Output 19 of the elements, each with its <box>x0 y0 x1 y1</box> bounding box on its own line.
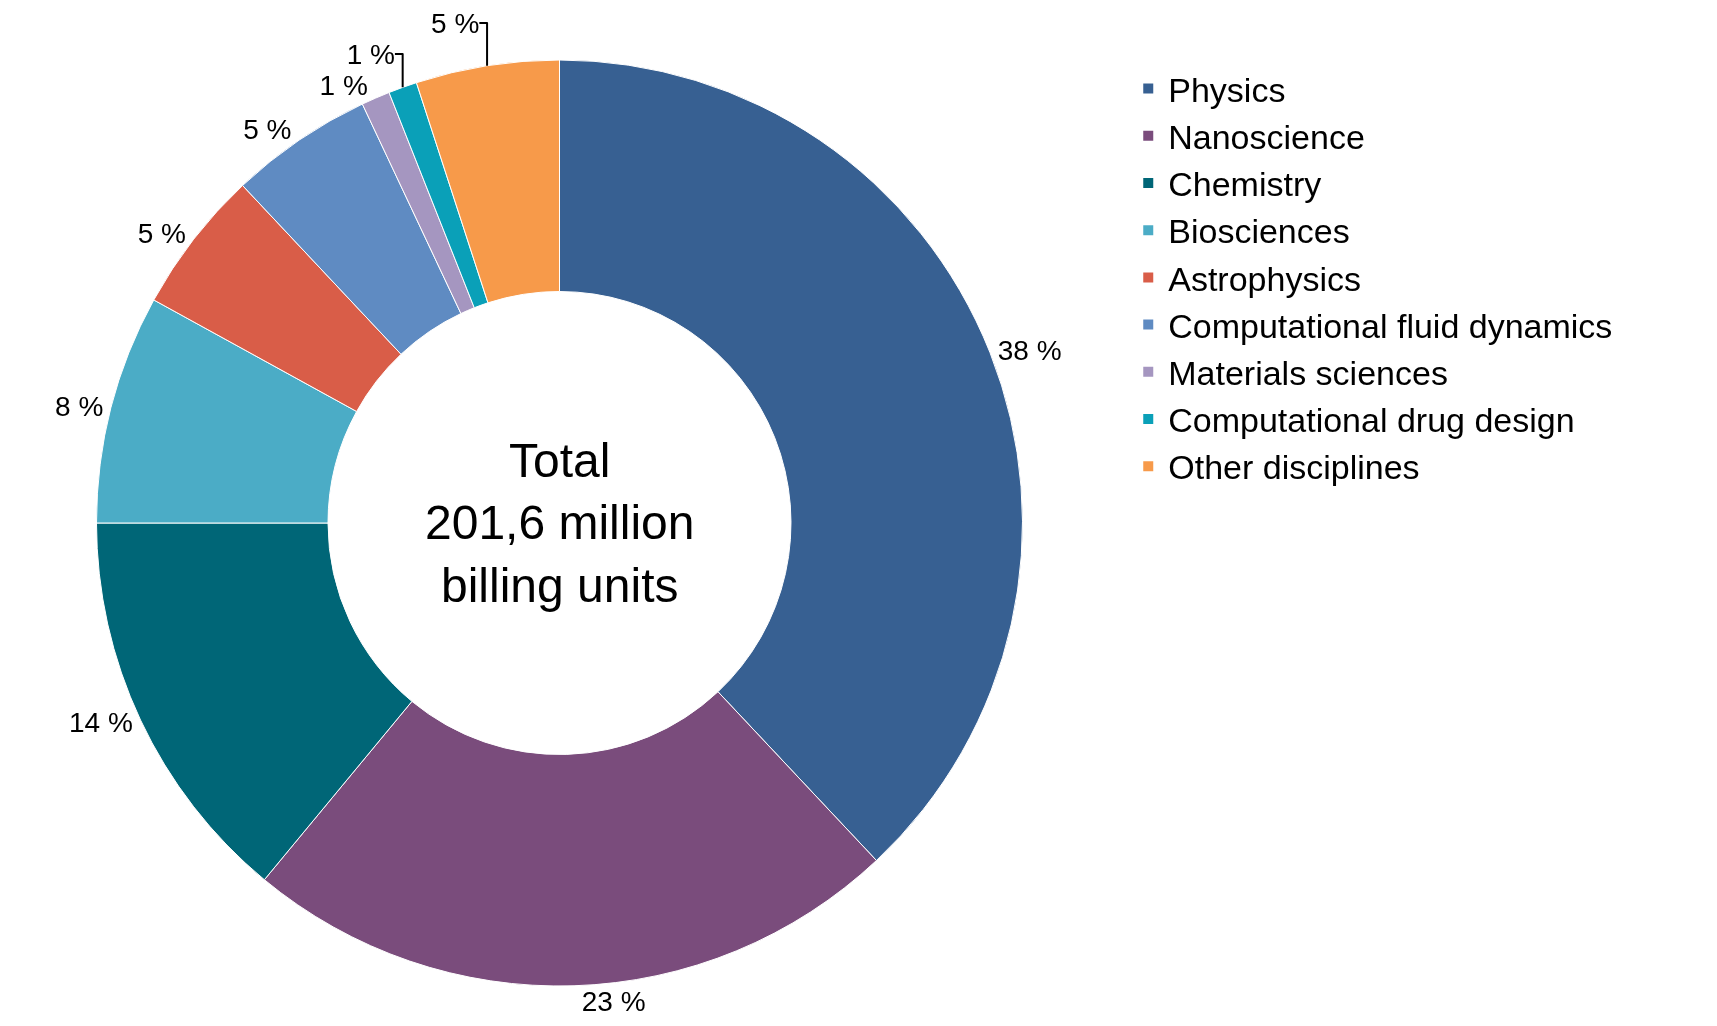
data-label: 5 % <box>137 217 186 249</box>
data-label: 14 % <box>68 707 133 739</box>
data-label: 8 % <box>55 391 104 423</box>
data-label: 38 % <box>997 334 1062 366</box>
legend-label: Chemistry <box>1168 165 1322 204</box>
data-label: 1 % <box>346 38 395 70</box>
legend-label: Computational drug design <box>1168 401 1575 440</box>
data-label: 1 % <box>319 69 368 101</box>
legend-label: Astrophysics <box>1168 259 1361 298</box>
data-label: 23 % <box>581 985 646 1017</box>
text: Total 201,6 million billing units <box>425 434 695 612</box>
legend-label: Computational fluid dynamics <box>1168 306 1613 345</box>
legend-label: Biosciences <box>1168 212 1350 251</box>
data-label: 5 % <box>431 7 480 39</box>
legend-label: Physics <box>1168 70 1286 109</box>
legend-label: Nanoscience <box>1168 118 1365 157</box>
legend-label: Materials sciences <box>1168 354 1448 393</box>
data-label: 5 % <box>243 113 292 145</box>
legend-label: Other disciplines <box>1168 448 1420 487</box>
